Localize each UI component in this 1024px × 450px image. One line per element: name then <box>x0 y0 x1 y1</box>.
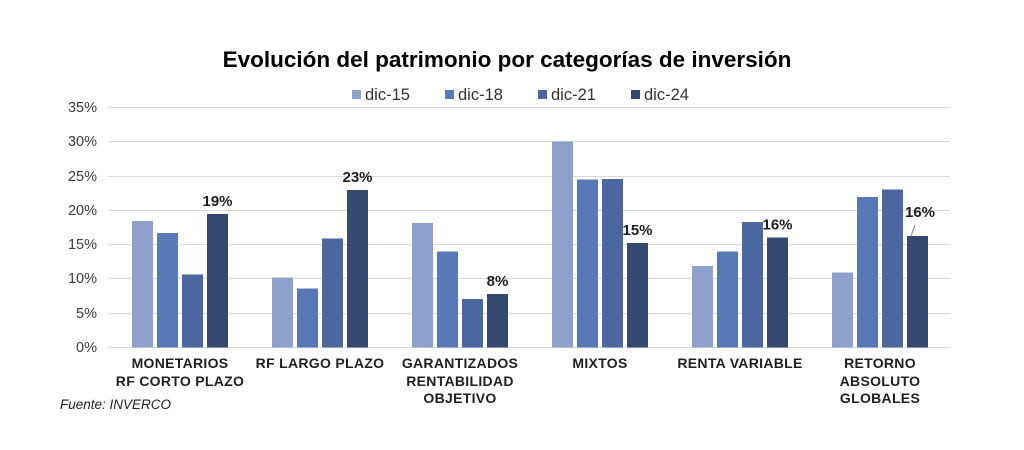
bar-dic-24-garantizados-rentabilidad-objetivo <box>487 294 508 348</box>
data-labels: 19% 23% 8% 15% 16% 16% <box>202 169 935 290</box>
category-label-retorno-absoluto-globales: RETORNO ABSOLUTO GLOBALES <box>839 355 921 406</box>
bar-dic-24-renta-variable <box>767 237 788 348</box>
chart-legend: dic-15 dic-18 dic-21 dic-24 <box>352 86 689 104</box>
y-tick-label: 35% <box>68 100 97 116</box>
bar-dic-18-garantizados-rentabilidad-objetivo <box>437 251 458 348</box>
bar-dic-24-mixtos <box>627 242 648 348</box>
bar-dic-18-rf-largo-plazo <box>297 288 318 348</box>
bar-dic-21-mixtos <box>602 179 623 348</box>
chart-title: Evolución del patrimonio por categorías … <box>223 47 792 72</box>
data-label: 15% <box>622 222 652 239</box>
category-label-garantizados-rentabilidad-objetivo: GARANTIZADOS RENTABILIDAD OBJETIVO <box>401 355 519 406</box>
bars <box>132 141 928 348</box>
bar-dic-21-retorno-absoluto-globales <box>882 189 903 348</box>
data-label-leader-line <box>910 224 916 237</box>
data-label: 8% <box>487 273 509 290</box>
y-tick-label: 30% <box>68 134 97 150</box>
bar-dic-24-retorno-absoluto-globales <box>907 235 928 348</box>
bar-dic-15-mixtos <box>552 141 573 348</box>
bar-dic-15-retorno-absoluto-globales <box>832 272 853 348</box>
legend-label: dic-24 <box>644 86 689 104</box>
data-label: 23% <box>342 169 372 186</box>
bar-dic-15-monetarios-rf-corto-plazo <box>132 220 153 348</box>
bar-dic-18-renta-variable <box>717 251 738 348</box>
legend-item-dic-18: dic-18 <box>445 86 503 104</box>
legend-swatch <box>538 90 547 99</box>
y-tick-label: 10% <box>68 271 97 287</box>
y-tick-label: 0% <box>76 340 97 356</box>
legend-item-dic-24: dic-24 <box>631 86 689 104</box>
legend-item-dic-15: dic-15 <box>352 86 410 104</box>
y-axis-tick-labels: 0% 5% 10% 15% 20% 25% 30% 35% <box>68 100 97 356</box>
data-label: 16% <box>905 204 935 221</box>
y-tick-label: 15% <box>68 237 97 253</box>
bar-dic-18-mixtos <box>577 179 598 348</box>
category-label-mixtos: MIXTOS <box>572 355 628 371</box>
bar-dic-21-rf-largo-plazo <box>322 238 343 348</box>
bar-dic-15-rf-largo-plazo <box>272 277 293 348</box>
bar-dic-21-garantizados-rentabilidad-objetivo <box>462 299 483 348</box>
legend-label: dic-18 <box>458 86 503 104</box>
legend-swatch <box>445 90 454 99</box>
category-label-monetarios-rf-corto-plazo: MONETARIOS RF CORTO PLAZO <box>115 355 245 389</box>
category-label-rf-largo-plazo: RF LARGO PLAZO <box>255 355 385 371</box>
legend-swatch <box>631 90 640 99</box>
bar-dic-15-renta-variable <box>692 266 713 348</box>
bar-dic-15-garantizados-rentabilidad-objetivo <box>412 222 433 348</box>
legend-item-dic-21: dic-21 <box>538 86 596 104</box>
bar-dic-21-monetarios-rf-corto-plazo <box>182 274 203 348</box>
y-tick-label: 5% <box>76 306 97 322</box>
bar-dic-24-monetarios-rf-corto-plazo <box>207 213 228 348</box>
legend-label: dic-21 <box>551 86 596 104</box>
bar-dic-18-retorno-absoluto-globales <box>857 196 878 348</box>
legend-label: dic-15 <box>365 86 410 104</box>
y-gridlines <box>108 107 950 348</box>
data-label: 19% <box>202 193 232 210</box>
bar-dic-24-rf-largo-plazo <box>347 189 368 348</box>
legend-swatch <box>352 90 361 99</box>
category-label-renta-variable: RENTA VARIABLE <box>677 355 803 371</box>
bar-dic-21-renta-variable <box>742 222 763 348</box>
bar-dic-18-monetarios-rf-corto-plazo <box>157 233 178 348</box>
data-label: 16% <box>762 216 792 233</box>
y-tick-label: 20% <box>68 203 97 219</box>
y-tick-label: 25% <box>68 169 97 185</box>
source-note: Fuente: INVERCO <box>60 397 172 412</box>
